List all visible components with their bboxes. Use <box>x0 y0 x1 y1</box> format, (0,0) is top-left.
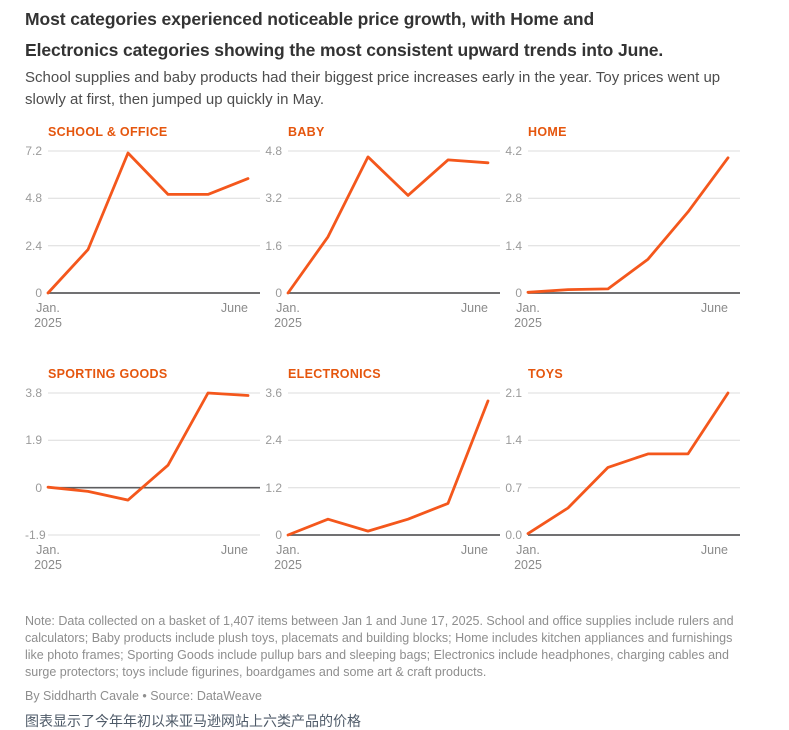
line-chart <box>286 150 500 295</box>
x-axis-label-start: Jan. 2025 <box>34 543 62 573</box>
x-axis-label-start: Jan. 2025 <box>34 301 62 331</box>
line-chart <box>46 391 260 536</box>
note-text: Note: Data collected on a basket of 1,40… <box>25 614 734 679</box>
chart-panel: SCHOOL & OFFICE 0 2.4 4.8 7.2 Jan. 2025 June <box>25 125 265 351</box>
page-subtitle: School supplies and baby products had th… <box>25 69 721 108</box>
y-tick-label: 0 <box>35 286 42 300</box>
price-series-line <box>286 399 490 537</box>
page-title-line-1: Most categories experienced noticeable p… <box>25 9 595 29</box>
x-axis-label-end: June <box>460 543 488 557</box>
x-axis-label-end: June <box>220 301 248 315</box>
x-axis-label-start-line: 2025 <box>34 316 62 330</box>
x-axis-label-start-line: Jan. <box>36 301 60 315</box>
x-axis-label-start-line: Jan. <box>36 543 60 557</box>
plot-area: 0 1.4 2.8 4.2 Jan. 2025 June <box>505 144 745 351</box>
x-axis-label-start-line: 2025 <box>274 316 302 330</box>
y-tick-label: 2.1 <box>505 386 522 400</box>
y-tick-label: 0 <box>275 286 282 300</box>
y-tick-label: 1.9 <box>25 433 42 448</box>
y-tick-label: 1.6 <box>265 238 282 253</box>
page-title-line-2: Electronics categories showing the most … <box>25 40 664 60</box>
byline: By Siddharth Cavale • Source: DataWeave <box>25 689 262 703</box>
x-axis-label-start: Jan. 2025 <box>514 543 542 573</box>
line-chart <box>286 392 500 537</box>
chart-panel: ELECTRONICS 0 1.2 2.4 3.6 Jan. 2025 June <box>265 367 505 593</box>
plot-area: 0 1.6 3.2 4.8 Jan. 2025 June <box>265 144 505 351</box>
y-tick-label: 3.2 <box>265 191 282 206</box>
price-series-line <box>46 391 250 502</box>
chart-panel: SPORTING GOODS -1.9 0 1.9 3.8 Jan. 2025 June <box>25 367 265 593</box>
x-axis-label-start: Jan. 2025 <box>514 301 542 331</box>
y-tick-label: 0 <box>515 286 522 300</box>
y-tick-label: 1.4 <box>505 433 522 448</box>
price-series-line <box>46 151 250 295</box>
price-series-line <box>526 391 730 536</box>
caption-chinese: 图表显示了今年年初以来亚马逊网站上六类产品的价格 <box>25 713 361 729</box>
x-axis-label-start-line: 2025 <box>34 558 62 572</box>
plot-area: 0 1.2 2.4 3.6 Jan. 2025 June <box>265 386 505 593</box>
line-chart <box>526 391 740 536</box>
y-tick-label: 2.8 <box>505 191 522 206</box>
chart-title: SPORTING GOODS <box>48 367 168 381</box>
x-axis-label-start-line: 2025 <box>274 558 302 572</box>
y-tick-label: 0 <box>275 528 282 542</box>
y-tick-label: 3.8 <box>25 386 42 400</box>
x-axis-label-start-line: Jan. <box>276 543 300 557</box>
line-chart <box>526 150 740 294</box>
y-tick-label: 0 <box>35 480 42 495</box>
x-axis-label-start-line: 2025 <box>514 316 542 330</box>
chart-title: ELECTRONICS <box>288 367 381 381</box>
x-axis-label-start-line: Jan. <box>516 301 540 315</box>
y-tick-label: 2.4 <box>265 433 282 448</box>
x-axis-label-end: June <box>700 543 728 557</box>
y-tick-label: 0.7 <box>505 480 522 495</box>
y-tick-label: 4.8 <box>25 191 42 206</box>
chart-title: BABY <box>288 125 325 139</box>
y-tick-label: 7.2 <box>25 144 42 158</box>
chart-title: SCHOOL & OFFICE <box>48 125 168 139</box>
x-axis-label-end: June <box>460 301 488 315</box>
x-axis-label-start-line: Jan. <box>276 301 300 315</box>
y-tick-label: 4.8 <box>265 144 282 158</box>
y-tick-label: 3.6 <box>265 386 282 400</box>
x-axis-label-end: June <box>700 301 728 315</box>
y-tick-label: 2.4 <box>25 238 42 253</box>
chart-panel: TOYS 0.0 0.7 1.4 2.1 Jan. 2025 June <box>505 367 745 593</box>
plot-area: -1.9 0 1.9 3.8 Jan. 2025 June <box>25 386 265 593</box>
y-tick-label: 4.2 <box>505 144 522 158</box>
x-axis-label-end: June <box>220 543 248 557</box>
chart-panel: BABY 0 1.6 3.2 4.8 Jan. 2025 June <box>265 125 505 351</box>
price-series-line <box>286 155 490 295</box>
y-tick-label: 0.0 <box>505 528 522 542</box>
plot-area: 0.0 0.7 1.4 2.1 Jan. 2025 June <box>505 386 745 593</box>
x-axis-label-start-line: Jan. <box>516 543 540 557</box>
chart-title: TOYS <box>528 367 564 381</box>
plot-area: 0 2.4 4.8 7.2 Jan. 2025 June <box>25 144 265 351</box>
x-axis-label-start-line: 2025 <box>514 558 542 572</box>
charts-grid: SCHOOL & OFFICE 0 2.4 4.8 7.2 Jan. 2025 June BAB… <box>25 125 789 593</box>
line-chart <box>46 150 260 295</box>
page-title: Most categories experienced noticeable p… <box>25 4 789 66</box>
price-series-line <box>526 156 730 294</box>
x-axis-label-start: Jan. 2025 <box>274 543 302 573</box>
y-tick-label: 1.2 <box>265 480 282 495</box>
y-tick-label: -1.9 <box>25 528 46 542</box>
chart-title: HOME <box>528 125 567 139</box>
x-axis-label-start: Jan. 2025 <box>274 301 302 331</box>
y-tick-label: 1.4 <box>505 238 522 253</box>
chart-panel: HOME 0 1.4 2.8 4.2 Jan. 2025 June <box>505 125 745 351</box>
